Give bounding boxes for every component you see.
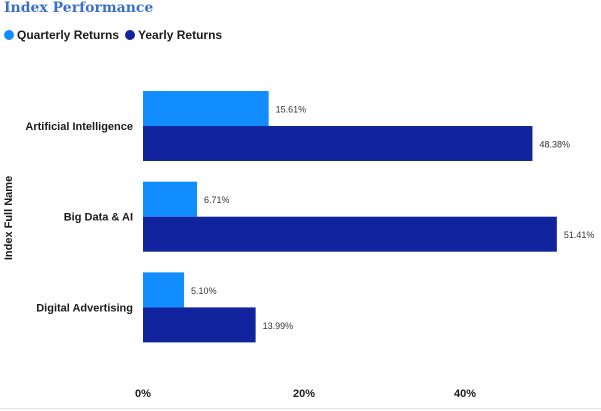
legend-item-yearly[interactable]: Yearly Returns [125,28,222,42]
legend-swatch-quarterly [4,30,14,40]
category-label: Artificial Intelligence [25,121,133,133]
legend-item-quarterly[interactable]: Quarterly Returns [4,28,119,42]
data-label: 6.71% [204,195,230,205]
bottom-divider [0,408,601,409]
legend-swatch-yearly [125,30,136,40]
quarterly-bar[interactable] [143,181,198,217]
yearly-bar[interactable] [143,216,557,252]
quarterly-bar[interactable] [143,91,269,126]
data-label: 48.38% [539,140,570,150]
category-label: Big Data & AI [64,212,133,224]
x-tick-label: 20% [293,388,315,400]
data-label: 15.61% [276,105,307,115]
yearly-bar[interactable] [143,307,256,343]
y-axis-title: Index Full Name [3,176,15,260]
data-label: 13.99% [263,321,294,331]
data-label: 5.10% [191,286,217,296]
legend-label-yearly: Yearly Returns [138,28,223,42]
legend: Quarterly Returns Yearly Returns [4,27,224,43]
chart-title: Index Performance [4,0,154,16]
category-label: Digital Advertising [36,302,133,314]
quarterly-bar[interactable] [143,272,185,308]
legend-label-quarterly: Quarterly Returns [17,28,120,42]
x-tick-label: 40% [454,388,476,400]
data-label: 51.41% [564,230,595,240]
x-tick-label: 0% [135,388,151,400]
yearly-bar[interactable] [143,126,533,161]
